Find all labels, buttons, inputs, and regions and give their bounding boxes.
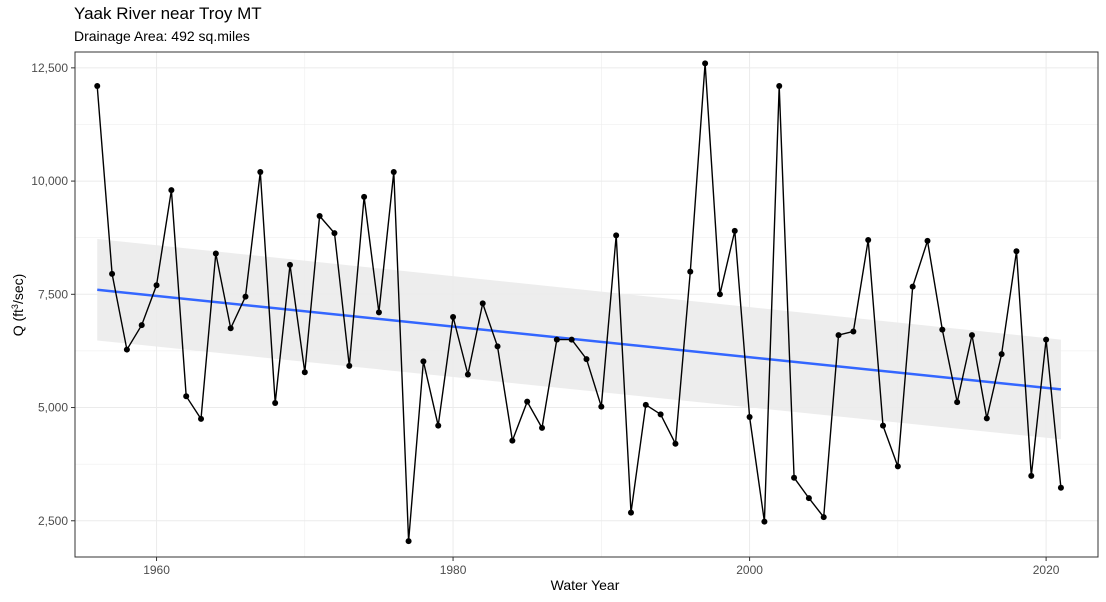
data-point — [568, 336, 575, 343]
data-point — [598, 403, 605, 410]
data-point — [1013, 248, 1020, 255]
data-point — [450, 313, 457, 320]
data-point — [153, 282, 160, 289]
data-point — [924, 237, 931, 244]
data-point — [168, 187, 175, 194]
data-point — [954, 399, 961, 406]
data-point — [420, 358, 427, 365]
y-tick-label: 12,500 — [31, 61, 68, 75]
chart-title: Yaak River near Troy MT — [74, 4, 262, 23]
data-point — [613, 232, 620, 239]
data-point — [257, 169, 264, 176]
data-point — [435, 422, 442, 429]
data-point — [375, 309, 382, 316]
data-point — [627, 509, 634, 516]
data-point — [390, 169, 397, 176]
data-point — [509, 437, 516, 444]
data-point — [109, 270, 116, 277]
data-point — [820, 514, 827, 521]
data-point — [791, 474, 798, 481]
data-point — [894, 463, 901, 470]
data-point — [123, 346, 130, 353]
x-tick-label: 1960 — [143, 563, 170, 577]
data-point — [286, 261, 293, 268]
chart-subtitle: Drainage Area: 492 sq.miles — [74, 28, 250, 44]
data-point — [968, 332, 975, 339]
data-point — [687, 268, 694, 275]
data-point — [272, 400, 279, 407]
data-point — [657, 411, 664, 418]
series-group — [94, 60, 1064, 545]
data-point — [301, 369, 308, 376]
data-point — [939, 326, 946, 333]
data-point — [731, 227, 738, 234]
data-point — [227, 325, 234, 332]
data-point — [346, 362, 353, 369]
panel-border — [74, 51, 1099, 558]
data-point — [716, 291, 723, 298]
data-point — [331, 230, 338, 237]
data-point — [850, 328, 857, 335]
x-tick-label: 2000 — [736, 563, 763, 577]
data-point — [835, 332, 842, 339]
data-point — [464, 371, 471, 378]
y-axis-title-prefix: Q (ft — [10, 309, 26, 336]
data-point — [672, 440, 679, 447]
trend-line-group — [97, 288, 1062, 391]
data-point — [776, 82, 783, 89]
data-point — [405, 538, 412, 545]
x-tick-label: 2020 — [1033, 563, 1060, 577]
data-point — [702, 60, 709, 67]
y-axis-title-sup: 3 — [10, 304, 20, 309]
y-tick-label: 2,500 — [38, 514, 68, 528]
axes-group: 2,500 5,000 7,500 10,000 12,500 1960 1980 2000 2… — [31, 61, 1059, 577]
data-point — [539, 424, 546, 431]
data-point — [316, 212, 323, 219]
data-point — [212, 250, 219, 257]
series-line — [96, 63, 1062, 542]
data-point — [1028, 472, 1035, 479]
data-point — [983, 415, 990, 422]
data-point — [524, 398, 531, 405]
data-point — [998, 351, 1005, 358]
y-tick-label: 5,000 — [38, 401, 68, 415]
data-point — [242, 293, 249, 300]
data-point — [1043, 336, 1050, 343]
data-point — [583, 356, 590, 363]
data-point — [479, 300, 486, 307]
y-axis-title-suffix: /sec) — [10, 274, 26, 304]
x-tick-label: 1980 — [440, 563, 467, 577]
data-point — [909, 283, 916, 290]
data-point — [138, 322, 145, 329]
data-point — [494, 343, 501, 350]
y-axis-title: Q (ft3/sec) — [10, 274, 26, 337]
data-point — [1057, 484, 1064, 491]
data-point — [761, 518, 768, 525]
x-axis-title: Water Year — [551, 577, 620, 593]
data-point — [642, 401, 649, 408]
data-point — [880, 422, 887, 429]
data-point — [553, 336, 560, 343]
data-point — [183, 393, 190, 400]
trend-line — [97, 288, 1062, 391]
data-point — [198, 415, 205, 422]
data-point — [865, 236, 872, 243]
data-point — [746, 414, 753, 421]
y-tick-label: 7,500 — [38, 287, 68, 301]
data-point — [94, 82, 101, 89]
y-tick-label: 10,000 — [31, 174, 68, 188]
data-point — [361, 193, 368, 200]
data-point — [805, 495, 812, 502]
